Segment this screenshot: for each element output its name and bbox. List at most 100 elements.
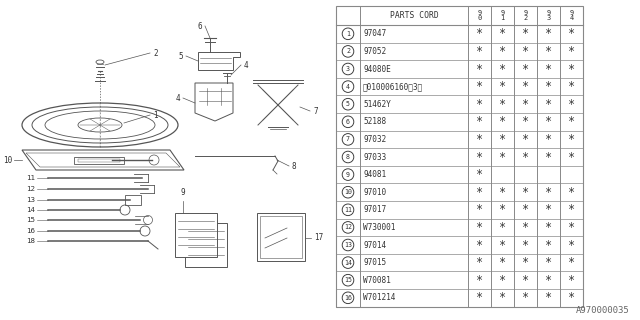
Text: *: * <box>522 274 529 287</box>
Text: *: * <box>499 221 506 234</box>
Text: *: * <box>476 274 483 287</box>
Text: 3: 3 <box>346 66 350 72</box>
Text: 9
0: 9 0 <box>477 10 482 21</box>
Text: *: * <box>476 115 483 128</box>
Text: 97047: 97047 <box>363 29 386 38</box>
Text: *: * <box>522 150 529 164</box>
Text: *: * <box>568 27 575 40</box>
Text: *: * <box>476 80 483 93</box>
Text: 2: 2 <box>346 48 350 54</box>
Text: *: * <box>522 221 529 234</box>
Text: *: * <box>568 291 575 304</box>
Bar <box>257 213 305 261</box>
Text: 16: 16 <box>344 295 352 301</box>
Text: 15: 15 <box>344 277 352 283</box>
Text: *: * <box>476 291 483 304</box>
Text: *: * <box>499 133 506 146</box>
Text: *: * <box>568 203 575 216</box>
Text: *: * <box>568 221 575 234</box>
Text: *: * <box>545 45 552 58</box>
Text: W70081: W70081 <box>363 276 391 285</box>
Text: *: * <box>545 256 552 269</box>
Text: *: * <box>522 291 529 304</box>
Text: 14: 14 <box>26 207 35 213</box>
Text: *: * <box>499 256 506 269</box>
Text: *: * <box>545 115 552 128</box>
Bar <box>74 157 124 164</box>
Text: 8: 8 <box>292 162 296 171</box>
Text: *: * <box>522 45 529 58</box>
Text: 11: 11 <box>344 207 352 213</box>
Text: 97015: 97015 <box>363 258 386 267</box>
Text: 6: 6 <box>346 119 350 125</box>
Text: 13: 13 <box>26 197 35 203</box>
Text: *: * <box>476 45 483 58</box>
Text: *: * <box>476 221 483 234</box>
Text: *: * <box>522 186 529 199</box>
Text: *: * <box>522 80 529 93</box>
Text: 13: 13 <box>344 242 352 248</box>
Text: 16: 16 <box>26 228 35 234</box>
Text: *: * <box>522 203 529 216</box>
Bar <box>175 213 217 257</box>
Text: *: * <box>545 274 552 287</box>
Text: 52188: 52188 <box>363 117 386 126</box>
Text: 4: 4 <box>346 84 350 90</box>
Text: 9
3: 9 3 <box>547 10 550 21</box>
Text: *: * <box>476 256 483 269</box>
Text: *: * <box>545 291 552 304</box>
Text: *: * <box>476 150 483 164</box>
Text: *: * <box>568 256 575 269</box>
Text: *: * <box>476 98 483 111</box>
Text: 9
4: 9 4 <box>570 10 573 21</box>
Text: 6: 6 <box>197 21 202 30</box>
Text: 97017: 97017 <box>363 205 386 214</box>
Text: 97014: 97014 <box>363 241 386 250</box>
Text: *: * <box>499 238 506 252</box>
Text: 9
2: 9 2 <box>524 10 527 21</box>
Text: 97033: 97033 <box>363 153 386 162</box>
Text: *: * <box>476 238 483 252</box>
Text: *: * <box>499 98 506 111</box>
Text: *: * <box>568 186 575 199</box>
Text: *: * <box>545 221 552 234</box>
Text: *: * <box>499 27 506 40</box>
Text: *: * <box>476 168 483 181</box>
Text: *: * <box>568 274 575 287</box>
Bar <box>336 6 583 307</box>
Text: *: * <box>568 62 575 76</box>
Text: 5: 5 <box>346 101 350 107</box>
Text: *: * <box>522 115 529 128</box>
Text: 12: 12 <box>344 224 352 230</box>
Text: *: * <box>499 274 506 287</box>
Text: 9: 9 <box>346 172 350 178</box>
Text: 4: 4 <box>175 93 180 102</box>
Text: *: * <box>522 98 529 111</box>
Text: *: * <box>522 27 529 40</box>
Text: *: * <box>545 203 552 216</box>
Text: *: * <box>522 133 529 146</box>
Text: *: * <box>476 27 483 40</box>
Text: 4: 4 <box>244 60 248 69</box>
Text: 51462Y: 51462Y <box>363 100 391 109</box>
Text: *: * <box>568 115 575 128</box>
Text: *: * <box>522 62 529 76</box>
Text: 97010: 97010 <box>363 188 386 197</box>
Text: *: * <box>568 80 575 93</box>
Text: *: * <box>499 62 506 76</box>
Bar <box>125 195 141 205</box>
Text: *: * <box>568 238 575 252</box>
Text: *: * <box>499 80 506 93</box>
Text: 1: 1 <box>153 110 157 119</box>
Text: *: * <box>545 62 552 76</box>
Text: 1: 1 <box>346 31 350 37</box>
Text: *: * <box>545 150 552 164</box>
Text: *: * <box>499 115 506 128</box>
Text: 7: 7 <box>313 107 317 116</box>
Text: 8: 8 <box>346 154 350 160</box>
Text: *: * <box>476 186 483 199</box>
Text: 97052: 97052 <box>363 47 386 56</box>
Text: *: * <box>568 98 575 111</box>
Text: 11: 11 <box>26 175 35 181</box>
Text: *: * <box>476 133 483 146</box>
